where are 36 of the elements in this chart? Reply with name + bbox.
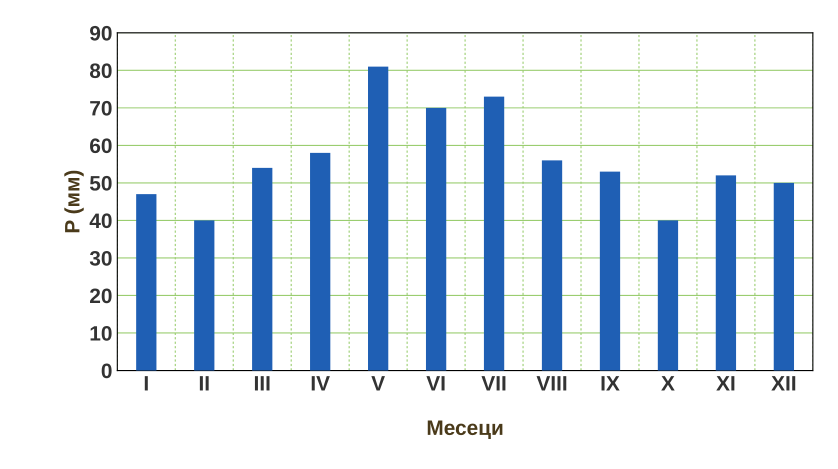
bar bbox=[774, 182, 794, 371]
y-tick-label: 10 bbox=[90, 326, 112, 341]
x-tick-label: VI bbox=[426, 376, 445, 390]
bar bbox=[368, 66, 388, 371]
y-tick-label: 30 bbox=[90, 250, 112, 266]
bar bbox=[194, 220, 214, 371]
x-axis-title: Месеци bbox=[428, 420, 502, 440]
y-tick-label: 40 bbox=[90, 213, 112, 228]
x-tick-label: IX bbox=[602, 376, 620, 390]
bar bbox=[600, 172, 620, 371]
x-tick-label: XII bbox=[771, 376, 796, 390]
y-tick-label: 60 bbox=[90, 138, 112, 154]
x-tick-label: IV bbox=[312, 376, 330, 390]
bar bbox=[542, 160, 562, 371]
bar bbox=[484, 96, 504, 371]
y-tick-label: 50 bbox=[90, 176, 112, 191]
x-tick-label: III bbox=[254, 376, 270, 390]
bar bbox=[426, 108, 446, 371]
bar bbox=[658, 220, 678, 371]
y-tick-label: 80 bbox=[90, 63, 112, 78]
y-tick-label: 20 bbox=[90, 288, 112, 304]
x-tick-label: XI bbox=[716, 376, 734, 390]
x-tick-label: X bbox=[661, 376, 675, 390]
bar bbox=[716, 175, 736, 371]
x-tick-label: VII bbox=[481, 376, 506, 390]
x-tick-label: II bbox=[200, 376, 209, 390]
y-tick-label: 90 bbox=[90, 26, 112, 41]
x-tick-label: V bbox=[371, 376, 385, 390]
y-axis-title: P (мм) bbox=[64, 170, 84, 232]
bar bbox=[136, 194, 156, 371]
y-tick-label: 0 bbox=[102, 364, 112, 378]
x-tick-label: VIII bbox=[536, 376, 566, 390]
bar bbox=[252, 168, 272, 371]
x-tick-label: I bbox=[144, 376, 148, 390]
bar bbox=[310, 152, 330, 371]
y-tick-label: 70 bbox=[90, 100, 112, 116]
